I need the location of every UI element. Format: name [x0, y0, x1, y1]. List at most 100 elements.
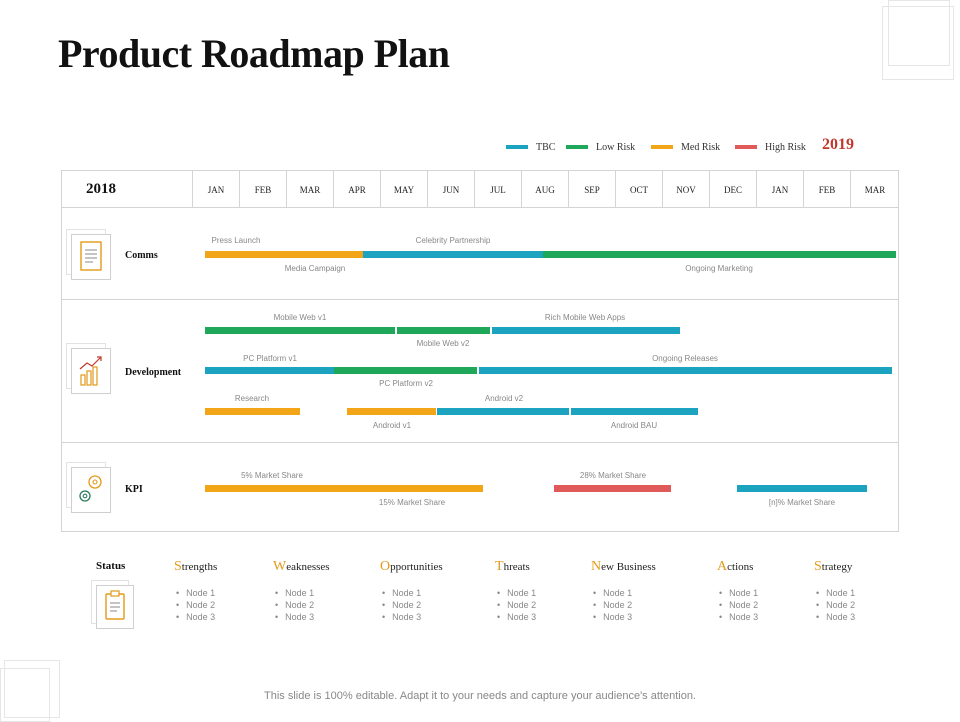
heading-rest: eaknesses [286, 561, 330, 573]
legend-item-high-risk: High Risk [735, 140, 806, 154]
status-node: Node 1 [382, 587, 421, 599]
month-cell: MAR [850, 171, 899, 208]
legend-label: High Risk [765, 141, 806, 153]
heading-rest: ctions [727, 561, 754, 573]
status-node: Node 3 [593, 611, 632, 623]
label-ongoing-marketing: Ongoing Marketing [685, 264, 753, 273]
status-column-heading: Opportunities [380, 559, 443, 575]
bar-5-market-share [205, 485, 483, 492]
label-android-v2: Android v2 [484, 394, 524, 403]
label-pc-platform-v1: PC Platform v1 [243, 354, 297, 363]
status-node: Node 2 [593, 599, 632, 611]
heading-rest: trategy [821, 561, 853, 573]
heading-initial: O [380, 559, 391, 574]
label-mobile-web-v2: Mobile Web v2 [416, 339, 470, 348]
label-press-launch: Press Launch [211, 236, 261, 245]
month-cell: FEB [239, 171, 286, 208]
status-node: Node 3 [176, 611, 215, 623]
footer-note: This slide is 100% editable. Adapt it to… [264, 690, 696, 702]
month-cell: FEB [803, 171, 850, 208]
bar-android-v2 [437, 408, 569, 415]
growth-chart-icon [71, 348, 111, 394]
status-node: Node 2 [719, 599, 758, 611]
status-node: Node 3 [497, 611, 536, 623]
heading-initial: W [273, 559, 287, 574]
bar-celebrity-partnership [363, 251, 543, 258]
heading-initial: N [591, 559, 602, 574]
label-media-campaign: Media Campaign [284, 264, 346, 273]
status-node: Node 3 [719, 611, 758, 623]
month-cell: JAN [192, 171, 239, 208]
legend-swatch [566, 145, 588, 149]
legend-swatch [506, 145, 528, 149]
status-node: Node 2 [176, 599, 215, 611]
label-android-v1: Android v1 [372, 421, 412, 430]
legend-swatch [735, 145, 757, 149]
label-ongoing-releases: Ongoing Releases [652, 354, 718, 363]
label-pc-platform-v2: PC Platform v2 [379, 379, 433, 388]
legend-label: Med Risk [681, 141, 721, 153]
status-node-list: Node 1Node 2Node 3 [382, 587, 421, 623]
status-label: Status [96, 560, 126, 572]
status-node-list: Node 1Node 2Node 3 [593, 587, 632, 623]
month-cell: JUN [427, 171, 474, 208]
status-node: Node 2 [816, 599, 855, 611]
month-cell: MAY [380, 171, 427, 208]
label-android-bau: Android BAU [610, 421, 658, 430]
bar-28-market-share [554, 485, 671, 492]
bar-research [205, 408, 300, 415]
page-title: Product Roadmap Plan [58, 31, 450, 76]
status-node: Node 2 [275, 599, 314, 611]
row-label-development: Development [125, 367, 182, 378]
status-node: Node 1 [176, 587, 215, 599]
corner-decoration [882, 6, 954, 80]
bar-rich-mobile-web-apps [492, 327, 680, 334]
status-node-list: Node 1Node 2Node 3 [816, 587, 855, 623]
bar-android-bau [571, 408, 698, 415]
month-header-row [61, 170, 899, 208]
status-node: Node 2 [382, 599, 421, 611]
legend-swatch [651, 145, 673, 149]
row-divider [61, 442, 899, 443]
status-node: Node 3 [816, 611, 855, 623]
heading-rest: ew Business [601, 561, 656, 573]
status-node: Node 3 [382, 611, 421, 623]
legend-item-tbc: TBC [506, 140, 555, 154]
label-15-market-share: 15% Market Share [378, 498, 446, 507]
status-node: Node 1 [275, 587, 314, 599]
month-cell: SEP [568, 171, 615, 208]
document-icon [71, 234, 111, 280]
bar-android-v1 [347, 408, 436, 415]
label-research: Research [234, 394, 270, 403]
gears-icon [71, 467, 111, 513]
status-node-list: Node 1Node 2Node 3 [176, 587, 215, 623]
month-cell: JUL [474, 171, 521, 208]
bar-ongoing-releases [479, 367, 892, 374]
status-node: Node 1 [497, 587, 536, 599]
month-cell: MAR [286, 171, 333, 208]
month-cell: DEC [709, 171, 756, 208]
status-node: Node 1 [816, 587, 855, 599]
label-28-market-share: 28% Market Share [579, 471, 647, 480]
month-cell: AUG [521, 171, 568, 208]
status-node: Node 3 [275, 611, 314, 623]
month-cell: NOV [662, 171, 709, 208]
status-node: Node 1 [593, 587, 632, 599]
status-column-heading: Actions [717, 559, 753, 575]
heading-rest: pportunities [390, 561, 443, 573]
heading-rest: trengths [181, 561, 218, 573]
legend-label: TBC [536, 141, 556, 153]
month-cell: APR [333, 171, 380, 208]
year-end-label: 2019 [822, 136, 854, 153]
heading-rest: hreats [503, 561, 530, 573]
status-node-list: Node 1Node 2Node 3 [719, 587, 758, 623]
bar-mobile-web-v2 [397, 327, 490, 334]
status-node-list: Node 1Node 2Node 3 [275, 587, 314, 623]
clipboard-icon [96, 585, 134, 629]
heading-initial: T [495, 559, 504, 574]
month-cell: OCT [615, 171, 662, 208]
status-node: Node 2 [497, 599, 536, 611]
row-divider [61, 299, 899, 300]
status-column-heading: Strengths [174, 559, 217, 575]
bar-ongoing-marketing [543, 251, 896, 258]
